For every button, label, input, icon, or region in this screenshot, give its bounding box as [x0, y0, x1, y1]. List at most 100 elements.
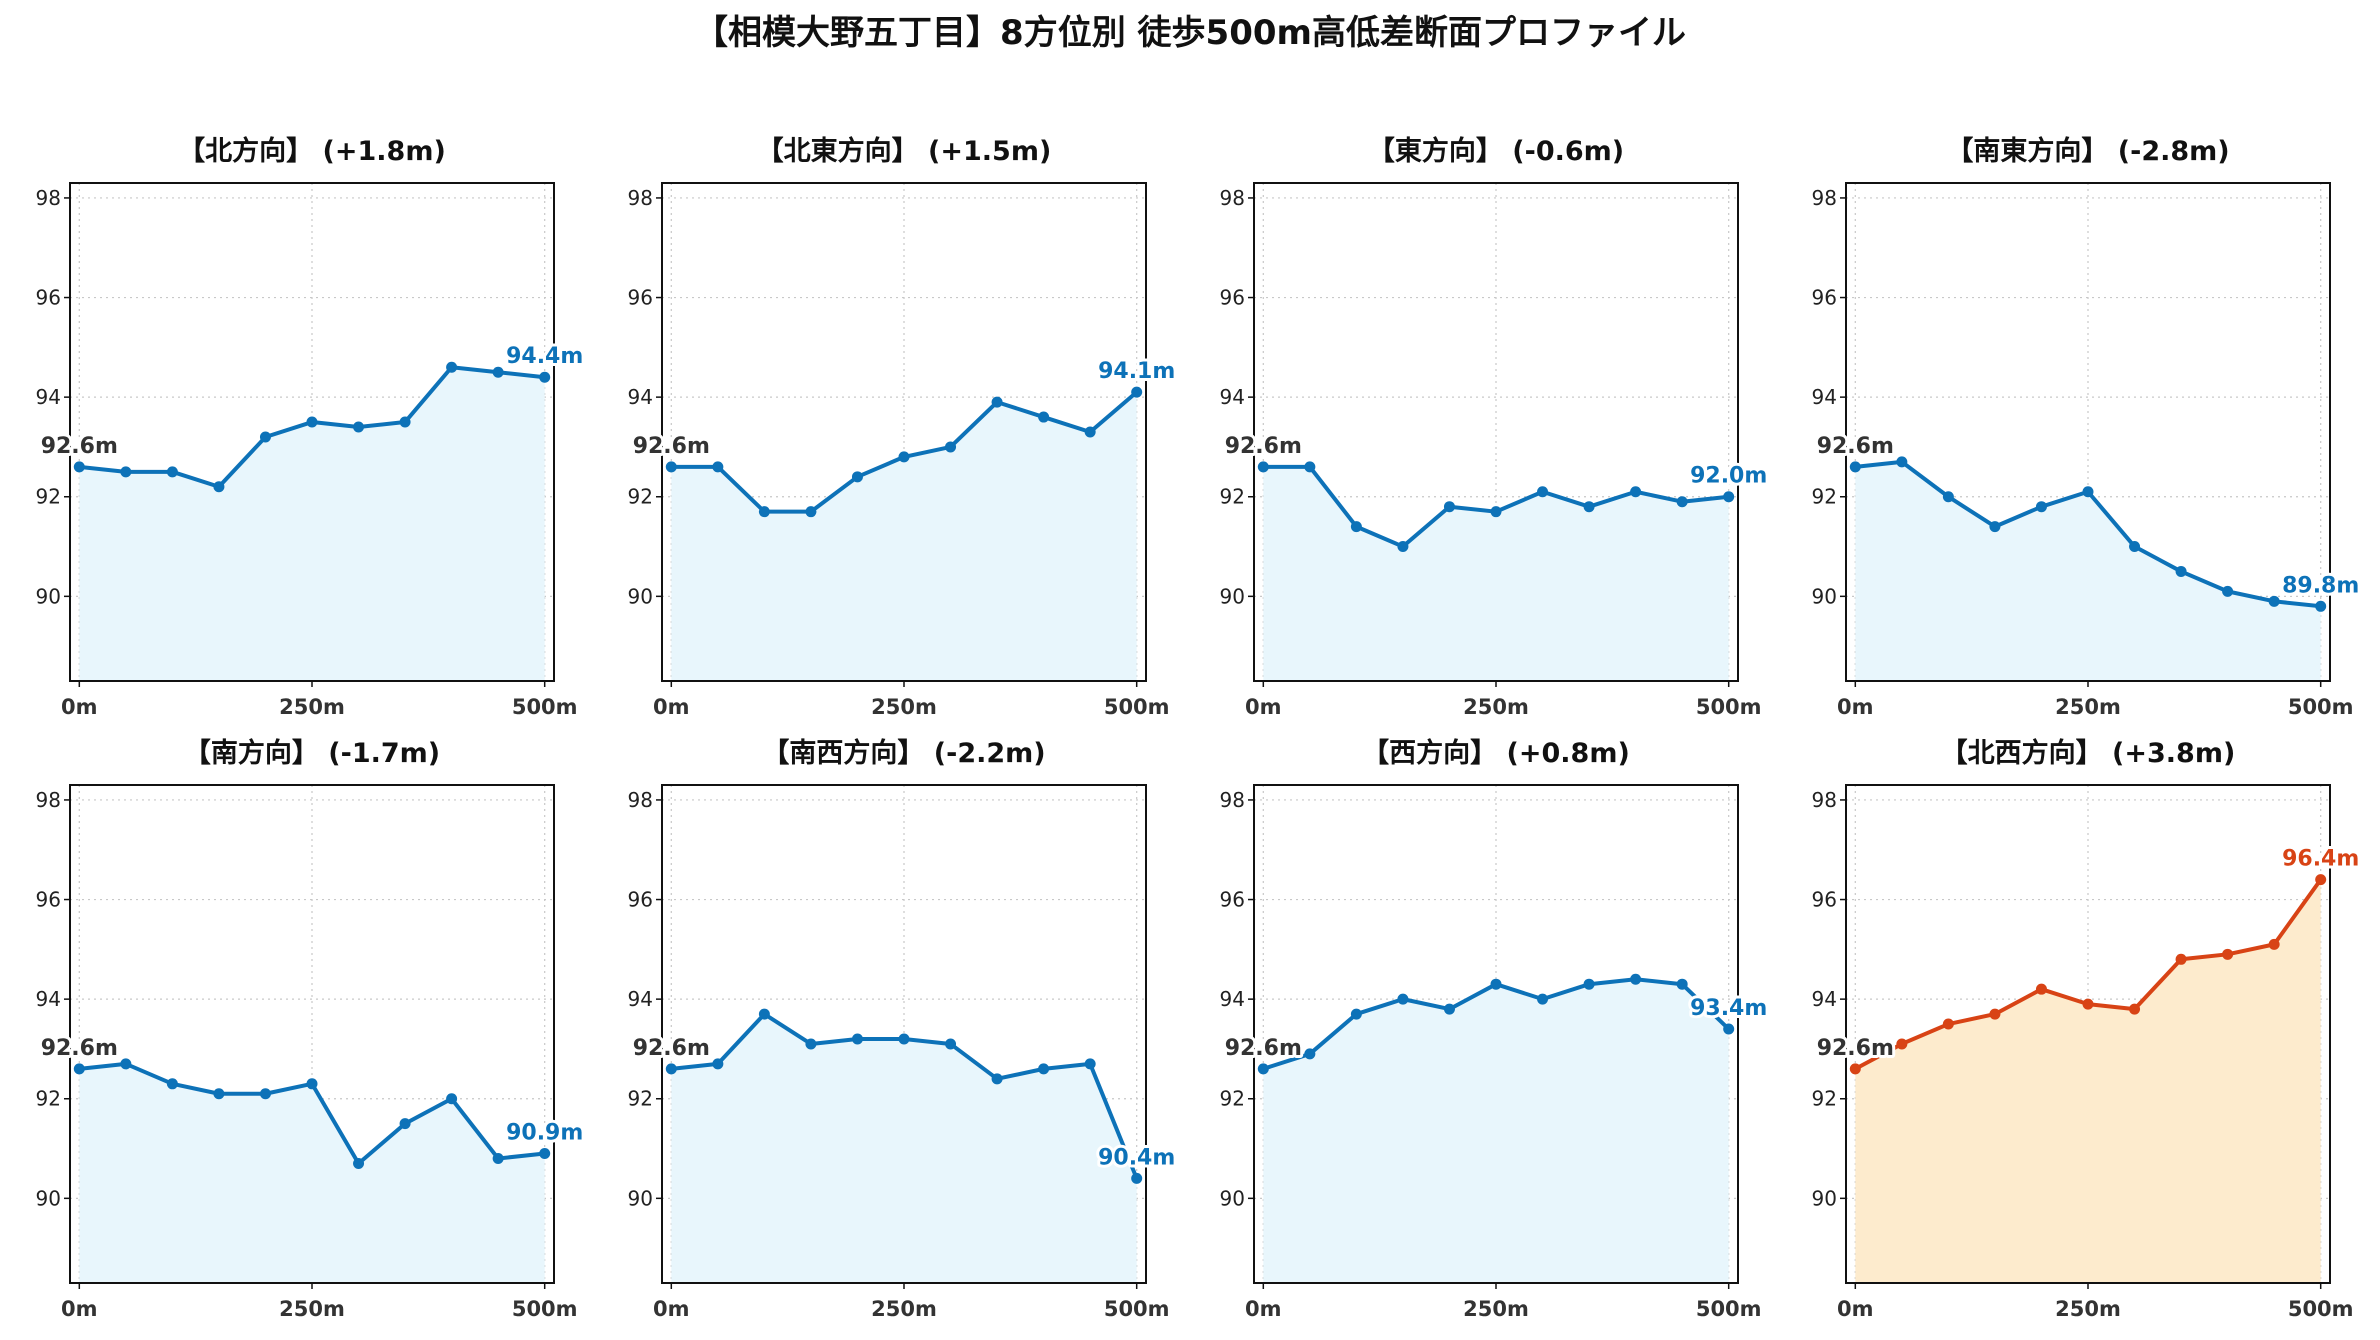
end-elevation-label: 94.1m	[1098, 359, 1175, 384]
profile-point	[1849, 461, 1861, 473]
panels-grid: 【北方向】 (+1.8m) 90 92 94 96 98 0m 250m 500m 92.6m 94…	[36, 135, 2363, 1321]
x-tick-label: 500m	[1104, 1297, 1170, 1321]
start-elevation-label: 92.6m	[1225, 1036, 1302, 1061]
profile-area	[79, 367, 545, 681]
x-tick-label: 500m	[1104, 695, 1170, 719]
y-tick-label: 94	[1220, 385, 1245, 409]
profile-point	[665, 461, 677, 473]
y-tick-label: 98	[628, 186, 653, 210]
profile-point	[712, 461, 724, 473]
y-tick-label: 90	[628, 584, 653, 608]
profile-point	[2129, 1003, 2141, 1015]
end-elevation-label: 92.0m	[1690, 464, 1767, 489]
profile-point	[166, 466, 178, 478]
profile-point	[851, 471, 863, 483]
y-tick-label: 96	[1220, 286, 1245, 310]
profile-area	[671, 1014, 1137, 1283]
profile-point	[1942, 491, 1954, 503]
profile-point	[1630, 973, 1642, 985]
y-tick-label: 96	[36, 888, 61, 912]
profile-point	[2315, 600, 2327, 612]
x-tick-label: 250m	[279, 1297, 345, 1321]
profile-point	[1350, 521, 1362, 533]
x-tick-label: 500m	[512, 695, 578, 719]
profile-point	[2082, 998, 2094, 1010]
panel-title: 【東方向】 (-0.6m)	[1368, 135, 1624, 167]
x-tick-label: 250m	[871, 695, 937, 719]
figure-title: 【相模大野五丁目】8方位別 徒歩500m高低差断面プロファイル	[694, 13, 1686, 53]
start-elevation-label: 92.6m	[41, 1036, 118, 1061]
profile-point	[353, 1157, 365, 1169]
profile-area	[1263, 979, 1729, 1283]
profile-point	[1131, 1172, 1143, 1184]
x-tick-label: 0m	[1837, 695, 1874, 719]
profile-point	[1397, 541, 1409, 553]
start-elevation-label: 92.6m	[41, 434, 118, 459]
y-tick-label: 96	[1220, 888, 1245, 912]
panel-8: 【北西方向】 (+3.8m) 90 92 94 96 98 0m 250m 500m 92.6m 9…	[1812, 737, 2363, 1321]
start-elevation-label: 92.6m	[1817, 434, 1894, 459]
profile-point	[991, 396, 1003, 408]
y-tick-label: 98	[628, 788, 653, 812]
profile-point	[1989, 521, 2001, 533]
profile-point	[1350, 1008, 1362, 1020]
profile-point	[1630, 486, 1642, 498]
profile-point	[539, 371, 551, 383]
x-tick-label: 0m	[653, 695, 690, 719]
profile-point	[1896, 1038, 1908, 1050]
profile-point	[1443, 501, 1455, 513]
profile-point	[758, 1008, 770, 1020]
profile-point	[73, 461, 85, 473]
start-elevation-label: 92.6m	[633, 1036, 710, 1061]
profile-point	[2222, 948, 2234, 960]
y-tick-label: 98	[1220, 186, 1245, 210]
panel-title: 【南方向】 (-1.7m)	[184, 737, 440, 769]
profile-point	[1084, 426, 1096, 438]
end-elevation-label: 93.4m	[1690, 996, 1767, 1021]
y-tick-label: 92	[628, 1087, 653, 1111]
profile-point	[446, 361, 458, 373]
x-tick-label: 250m	[1463, 1297, 1529, 1321]
profile-point	[120, 1058, 132, 1070]
profile-point	[991, 1073, 1003, 1085]
profile-point	[2175, 953, 2187, 965]
y-tick-label: 90	[1220, 584, 1245, 608]
profile-point	[306, 416, 318, 428]
profile-point	[213, 481, 225, 493]
profile-point	[1490, 978, 1502, 990]
profile-point	[1257, 1063, 1269, 1075]
y-tick-label: 98	[1812, 788, 1837, 812]
profile-point	[399, 416, 411, 428]
x-tick-label: 500m	[2288, 695, 2354, 719]
y-tick-label: 96	[1812, 286, 1837, 310]
y-tick-label: 94	[1220, 987, 1245, 1011]
profile-point	[353, 421, 365, 433]
x-tick-label: 0m	[61, 1297, 98, 1321]
profile-point	[1583, 978, 1595, 990]
panel-title: 【南西方向】 (-2.2m)	[762, 737, 1045, 769]
panel-title: 【西方向】 (+0.8m)	[1362, 737, 1630, 769]
profile-point	[1676, 978, 1688, 990]
x-tick-label: 500m	[1696, 695, 1762, 719]
y-tick-label: 96	[628, 888, 653, 912]
profile-point	[1304, 461, 1316, 473]
start-elevation-label: 92.6m	[1225, 434, 1302, 459]
profile-area	[79, 1063, 545, 1283]
profile-point	[1723, 491, 1735, 503]
y-tick-label: 90	[36, 1186, 61, 1210]
panel-title: 【北方向】 (+1.8m)	[178, 135, 446, 167]
x-tick-label: 0m	[1245, 695, 1282, 719]
panel-title: 【北東方向】 (+1.5m)	[757, 135, 1052, 167]
y-tick-label: 96	[1812, 888, 1837, 912]
y-tick-label: 96	[36, 286, 61, 310]
panel-2: 【北東方向】 (+1.5m) 90 92 94 96 98 0m 250m 500m 92.6m 9…	[628, 135, 1179, 719]
profile-point	[1084, 1058, 1096, 1070]
y-tick-label: 92	[1220, 485, 1245, 509]
profile-point	[259, 1088, 271, 1100]
profile-point	[2268, 595, 2280, 607]
profile-point	[758, 506, 770, 518]
panel-title: 【北西方向】 (+3.8m)	[1941, 737, 2236, 769]
profile-point	[1304, 1048, 1316, 1060]
profile-point	[1896, 456, 1908, 468]
